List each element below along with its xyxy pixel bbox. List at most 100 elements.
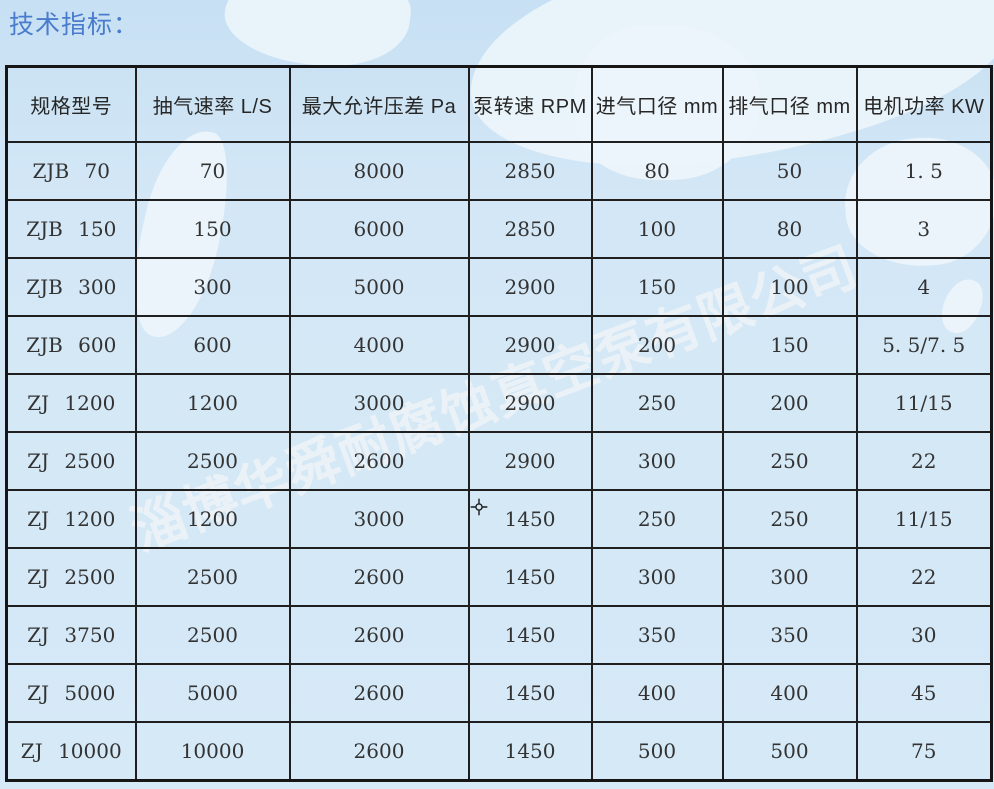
table-cell: 300: [134, 256, 291, 317]
table-cell: ZJ 2500: [5, 430, 137, 491]
table-cell: 400: [590, 663, 724, 724]
table-cell: 1450: [467, 721, 593, 782]
table-cell: 1450: [467, 663, 593, 724]
table-cell: 22: [855, 430, 993, 491]
table-cell: 11/15: [855, 372, 993, 433]
column-header-max-pressure: 最大允许压差 Pa: [288, 65, 470, 143]
table-cell: 150: [590, 256, 724, 317]
table-cell: 150: [134, 198, 291, 259]
table-cell: 2600: [288, 547, 470, 608]
table-row: ZJB 600 600 4000 2900 200 150 5. 5/7. 5: [5, 314, 993, 375]
table-cell: 350: [590, 605, 724, 666]
table-cell: 1. 5: [855, 140, 993, 201]
table-row: ZJB 70 70 8000 2850 80 50 1. 5: [5, 140, 993, 201]
table-cell: 2900: [467, 256, 593, 317]
table-cell: ZJ 1200: [5, 488, 137, 550]
table-cell: 2900: [467, 430, 593, 491]
table-cell: ZJ 5000: [5, 663, 137, 724]
table-cell: 2600: [288, 721, 470, 782]
column-header-motor-power: 电机功率 KW: [855, 65, 993, 143]
table-cell: ZJB 600: [5, 314, 137, 375]
table-cell: 500: [590, 721, 724, 782]
table-cell: 1450: [467, 605, 593, 666]
table-row: ZJB 300 300 5000 2900 150 100 4: [5, 256, 993, 317]
table-row: ZJ 10000 10000 2600 1450 500 500 75: [5, 721, 993, 782]
header-row: 规格型号 抽气速率 L/S 最大允许压差 Pa 泵转速 RPM 进气口径 mm …: [5, 65, 993, 143]
table-cell: 4: [855, 256, 993, 317]
column-header-model: 规格型号: [5, 65, 137, 143]
table-row: ZJ 2500 2500 2600 2900 300 250 22: [5, 430, 993, 491]
spec-table-body: ZJB 70 70 8000 2850 80 50 1. 5 ZJB 150 1…: [5, 140, 993, 782]
table-cell: 1200: [134, 372, 291, 433]
crosshair-cursor-icon: [470, 498, 488, 516]
table-cell: 250: [590, 488, 724, 550]
table-cell: 5000: [134, 663, 291, 724]
table-cell: 2900: [467, 372, 593, 433]
table-cell: 6000: [288, 198, 470, 259]
table-cell: 300: [721, 547, 858, 608]
table-cell: 2500: [134, 430, 291, 491]
table-row: ZJ 1200 1200 3000 1450 250 250 11/15: [5, 488, 993, 550]
table-cell: 2600: [288, 663, 470, 724]
table-cell: 250: [590, 372, 724, 433]
column-header-pumping-speed: 抽气速率 L/S: [134, 65, 291, 143]
table-cell: 2600: [288, 430, 470, 491]
column-header-outlet-diameter: 排气口径 mm: [721, 65, 858, 143]
table-cell: 2600: [288, 605, 470, 666]
table-row: ZJ 2500 2500 2600 1450 300 300 22: [5, 547, 993, 608]
table-row: ZJ 1200 1200 3000 2900 250 200 11/15: [5, 372, 993, 433]
table-cell: 350: [721, 605, 858, 666]
table-cell: 100: [721, 256, 858, 317]
table-cell: 22: [855, 547, 993, 608]
table-cell: 1450: [467, 488, 593, 550]
table-cell: 500: [721, 721, 858, 782]
table-cell: 300: [590, 430, 724, 491]
table-cell: 5. 5/7. 5: [855, 314, 993, 375]
table-cell: 75: [855, 721, 993, 782]
table-row: ZJ 5000 5000 2600 1450 400 400 45: [5, 663, 993, 724]
table-cell: 250: [721, 488, 858, 550]
column-header-inlet-diameter: 进气口径 mm: [590, 65, 724, 143]
table-cell: 1450: [467, 547, 593, 608]
table-cell: 70: [134, 140, 291, 201]
table-cell: 3000: [288, 488, 470, 550]
table-cell: 10000: [134, 721, 291, 782]
table-cell: 80: [590, 140, 724, 201]
spec-table: 规格型号 抽气速率 L/S 最大允许压差 Pa 泵转速 RPM 进气口径 mm …: [5, 65, 993, 782]
table-cell: 600: [134, 314, 291, 375]
table-cell: 11/15: [855, 488, 993, 550]
table-cell: ZJ 3750: [5, 605, 137, 666]
table-cell: 2850: [467, 198, 593, 259]
table-cell: 80: [721, 198, 858, 259]
table-cell: 2500: [134, 605, 291, 666]
table-cell: 1200: [134, 488, 291, 550]
table-row: ZJB 150 150 6000 2850 100 80 3: [5, 198, 993, 259]
table-cell: 200: [590, 314, 724, 375]
table-cell: 300: [590, 547, 724, 608]
table-cell: ZJ 1200: [5, 372, 137, 433]
table-cell: 250: [721, 430, 858, 491]
table-cell: 3: [855, 198, 993, 259]
column-header-rpm: 泵转速 RPM: [467, 65, 593, 143]
map-continent-europe: [220, 0, 415, 75]
table-row: ZJ 3750 2500 2600 1450 350 350 30: [5, 605, 993, 666]
table-cell: 2850: [467, 140, 593, 201]
table-cell: 50: [721, 140, 858, 201]
table-cell: ZJ 10000: [5, 721, 137, 782]
table-cell: 150: [721, 314, 858, 375]
table-cell: 45: [855, 663, 993, 724]
table-cell: 5000: [288, 256, 470, 317]
table-cell: 3000: [288, 372, 470, 433]
table-cell: ZJ 2500: [5, 547, 137, 608]
table-cell: 200: [721, 372, 858, 433]
table-cell: 30: [855, 605, 993, 666]
table-cell: ZJB 150: [5, 198, 137, 259]
table-cell: 8000: [288, 140, 470, 201]
table-cell: ZJB 70: [5, 140, 137, 201]
page-title: 技术指标：: [9, 11, 140, 39]
table-cell: 2500: [134, 547, 291, 608]
table-cell: ZJB 300: [5, 256, 137, 317]
table-cell: 400: [721, 663, 858, 724]
table-cell: 2900: [467, 314, 593, 375]
